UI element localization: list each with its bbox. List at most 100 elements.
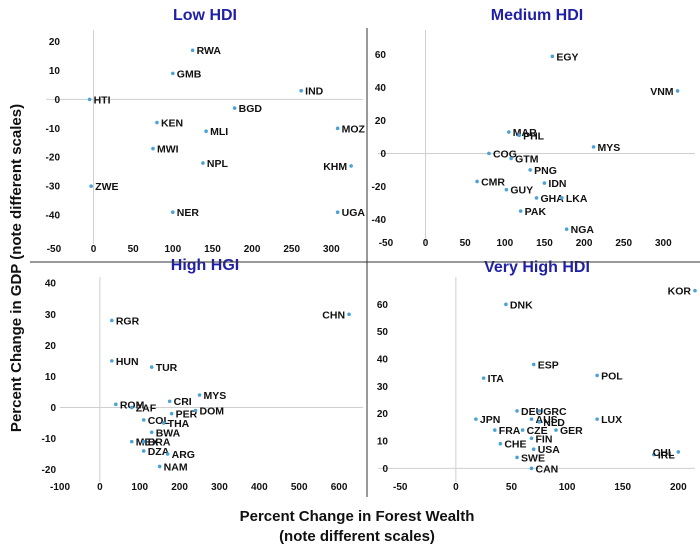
- panel-title: Very High HDI: [484, 259, 590, 276]
- x-tick-label: 150: [536, 238, 553, 249]
- data-point: [498, 441, 503, 446]
- y-tick-label: -20: [372, 182, 387, 193]
- point-label: LKA: [566, 193, 588, 205]
- point-label: KOR: [668, 286, 692, 298]
- data-point: [481, 376, 486, 380]
- panel-1: Low HDI-50 0 50 100 150 200 250 30020100-10-20-…: [46, 7, 366, 255]
- x-tick-label: 300: [323, 244, 340, 255]
- panel-3: High HGI-100 0 100 200 300 400 500 600403020100…: [42, 257, 363, 493]
- y-tick-label: 30: [45, 310, 57, 321]
- y-tick-label: 60: [375, 50, 387, 61]
- point-label: IDN: [548, 178, 566, 190]
- point-label: ITA: [488, 373, 505, 385]
- point-label: GER: [560, 425, 583, 437]
- y-tick-label: 20: [45, 341, 57, 352]
- data-point: [114, 402, 118, 407]
- point-label: HUN: [116, 356, 139, 368]
- point-label: NER: [177, 207, 200, 219]
- data-point: [165, 452, 170, 456]
- x-tick-label: 600: [331, 482, 348, 493]
- x-tick-label: -100: [50, 482, 70, 493]
- data-point: [335, 126, 340, 131]
- y-tick-label: -20: [46, 153, 61, 164]
- y-tick-label: 10: [49, 66, 61, 77]
- data-point: [204, 129, 208, 134]
- x-tick-label: 50: [460, 238, 472, 249]
- point-label: PER: [176, 409, 198, 421]
- point-label: NAM: [164, 461, 188, 473]
- data-point: [141, 418, 146, 422]
- panel-2: Medium HDI-50 0 50 100 150 200 250 3006040200-2…: [372, 7, 695, 249]
- point-label: POL: [601, 370, 623, 382]
- data-point: [474, 417, 478, 421]
- data-point: [129, 439, 134, 444]
- x-tick-label: 50: [128, 244, 140, 255]
- point-label: CZE: [527, 425, 548, 437]
- x-tick-label: 250: [615, 238, 632, 249]
- x-tick-label: 100: [164, 244, 181, 255]
- x-tick-label: -50: [379, 238, 394, 249]
- x-tick-label: 100: [496, 238, 513, 249]
- data-point: [529, 466, 534, 471]
- y-tick-label: 50: [377, 327, 389, 338]
- data-point: [591, 145, 596, 149]
- data-point: [151, 146, 155, 151]
- data-point: [347, 312, 351, 317]
- y-tick-label: -30: [46, 182, 61, 193]
- x-tick-label: 300: [211, 482, 228, 493]
- point-label: MEX: [136, 437, 159, 449]
- x-tick-label: 500: [291, 482, 308, 493]
- point-label: GHA: [541, 193, 565, 205]
- data-point: [676, 450, 681, 454]
- panel-title: Medium HDI: [491, 7, 583, 24]
- point-label: COG: [493, 148, 517, 160]
- point-label: HTI: [94, 94, 111, 106]
- x-tick-label: 50: [506, 482, 518, 493]
- data-point: [564, 227, 569, 231]
- x-tick-label: 150: [614, 482, 631, 493]
- data-point: [693, 288, 697, 293]
- point-label: BGD: [239, 103, 263, 115]
- point-label: TUR: [156, 362, 178, 374]
- x-tick-label: 150: [204, 244, 221, 255]
- data-point: [560, 196, 564, 200]
- data-point: [675, 89, 680, 93]
- data-point: [537, 420, 542, 424]
- data-point: [504, 302, 508, 307]
- y-tick-label: 30: [377, 382, 389, 393]
- point-label: NPL: [207, 158, 229, 170]
- point-label: FIN: [535, 433, 552, 445]
- data-point: [110, 359, 114, 363]
- point-label: BRA: [148, 437, 171, 449]
- data-point: [517, 133, 521, 138]
- point-label: CHL: [653, 447, 675, 459]
- x-tick-label: -50: [393, 482, 408, 493]
- point-label: CHE: [504, 439, 526, 451]
- point-label: AUS: [535, 414, 557, 426]
- x-tick-label: 300: [655, 238, 672, 249]
- x-tick-label: 0: [91, 244, 97, 255]
- x-axis-title-line1: Percent Change in Forest Wealth: [240, 508, 475, 525]
- data-point: [110, 318, 114, 323]
- x-tick-label: 100: [559, 482, 576, 493]
- data-point: [169, 411, 174, 416]
- point-label: DNK: [510, 299, 533, 311]
- x-axis-title-line2: (note different scales): [279, 528, 435, 545]
- data-point: [193, 408, 198, 413]
- point-label: CRI: [174, 396, 192, 408]
- data-point: [129, 405, 134, 410]
- point-label: LUX: [601, 414, 622, 426]
- point-label: IND: [305, 86, 324, 98]
- point-label: MYS: [204, 390, 227, 402]
- point-label: ARG: [172, 449, 195, 461]
- data-point: [492, 428, 497, 432]
- point-label: BWA: [156, 427, 181, 439]
- point-label: UGA: [342, 207, 366, 219]
- point-label: SWE: [521, 452, 545, 464]
- point-label: DZA: [148, 446, 170, 458]
- point-label: RWA: [197, 45, 222, 57]
- point-label: DEU: [521, 406, 543, 418]
- point-label: NGA: [571, 224, 595, 236]
- point-label: ESP: [538, 359, 559, 371]
- data-point: [529, 436, 534, 441]
